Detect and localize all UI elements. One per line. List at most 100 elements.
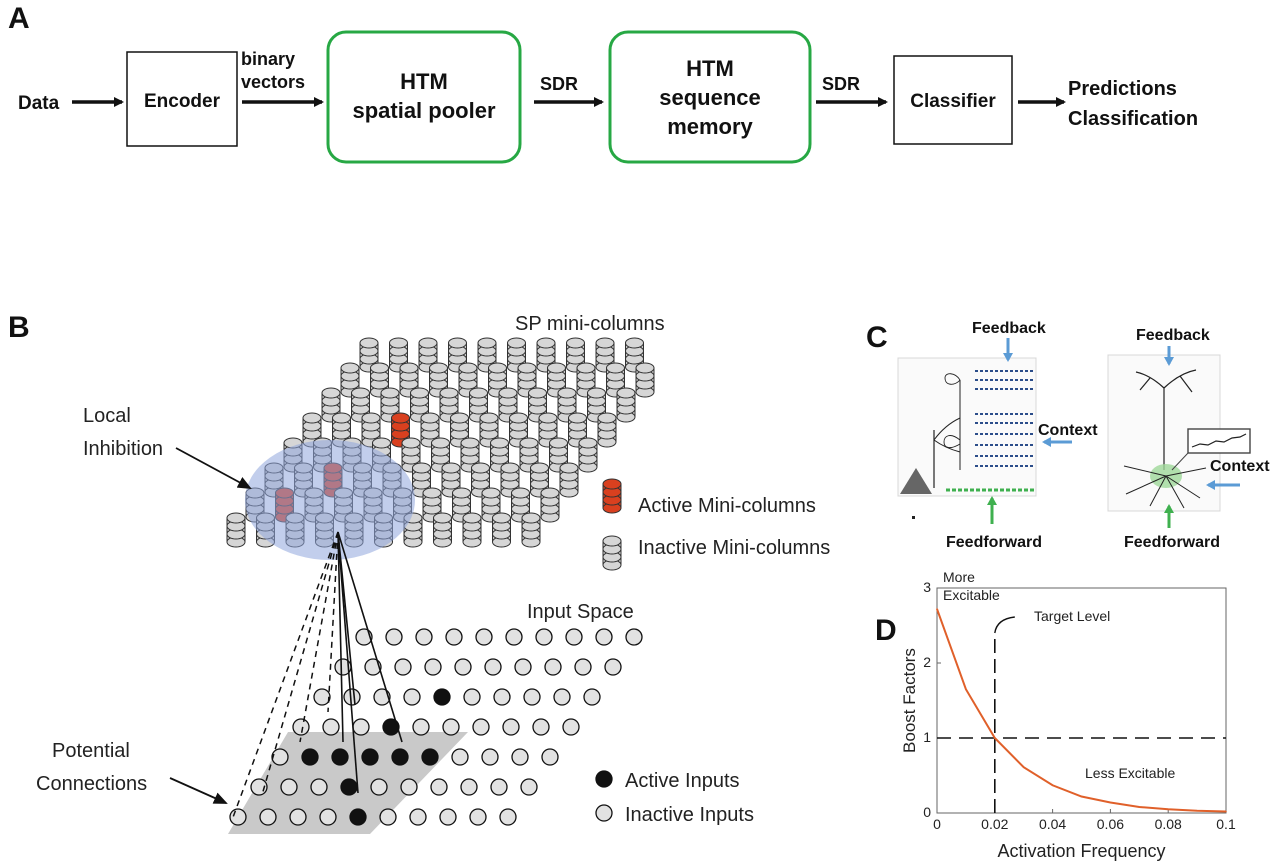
inactive-minicolumn bbox=[321, 387, 341, 423]
inactive-input bbox=[352, 718, 370, 736]
x-tick-label: 0.02 bbox=[981, 816, 1008, 832]
input-space-title: Input Space bbox=[527, 601, 634, 623]
less-excitable-label: Less Excitable bbox=[1085, 765, 1175, 781]
panel-d-label: D bbox=[875, 614, 897, 647]
more-excitable-line-2: Excitable bbox=[943, 587, 1000, 603]
x-axis-label: Activation Frequency bbox=[997, 841, 1165, 861]
potential-line-4 bbox=[327, 531, 339, 713]
target-level-label: Target Level bbox=[1034, 608, 1110, 624]
legend-inactive-columns: Inactive Mini-columns bbox=[602, 535, 830, 571]
inactive-minicolumn bbox=[519, 437, 539, 473]
potential-connections-line-2: Connections bbox=[36, 773, 147, 795]
sequence-memory-line-2: sequence bbox=[659, 85, 761, 110]
inactive-input bbox=[259, 808, 277, 826]
y-axis-label: Boost Factors bbox=[900, 648, 919, 753]
right-feedback-label: Feedback bbox=[1136, 327, 1210, 344]
inactive-minicolumn bbox=[422, 487, 442, 523]
series-point bbox=[1051, 784, 1054, 787]
inactive-input bbox=[385, 628, 403, 646]
inactive-input bbox=[403, 688, 421, 706]
inactive-input bbox=[310, 778, 328, 796]
x-tick-label: 0.04 bbox=[1039, 816, 1066, 832]
series-point bbox=[1138, 806, 1141, 808]
inactive-input bbox=[280, 778, 298, 796]
sp-minicolumns-title: SP mini-columns bbox=[515, 313, 665, 335]
inactive-minicolumn bbox=[566, 337, 585, 373]
inactive-input bbox=[412, 718, 430, 736]
inactive-input bbox=[454, 658, 472, 676]
inactive-input bbox=[520, 778, 538, 796]
connected-line-3 bbox=[337, 531, 356, 706]
inactive-minicolumn bbox=[429, 362, 448, 398]
inactive-minicolumn bbox=[635, 362, 655, 398]
active-input bbox=[433, 688, 451, 706]
soma-triangle bbox=[900, 468, 932, 494]
local-inhibition-region bbox=[245, 440, 415, 560]
spatial-pooler-box bbox=[326, 30, 522, 164]
sdr-label-2: SDR bbox=[822, 74, 860, 94]
inactive-input bbox=[292, 718, 310, 736]
inactive-minicolumn bbox=[530, 462, 549, 498]
inactive-minicolumn bbox=[471, 462, 490, 498]
local-inhibition-arrow bbox=[175, 447, 252, 489]
inactive-input bbox=[364, 658, 382, 676]
inactive-minicolumn bbox=[340, 362, 360, 398]
sequence-memory-box bbox=[608, 30, 812, 164]
inactive-input bbox=[463, 688, 481, 706]
inactive-input bbox=[505, 628, 523, 646]
left-feedforward-label: Feedforward bbox=[946, 534, 1042, 551]
inactive-input bbox=[532, 718, 550, 736]
inactive-input bbox=[430, 778, 448, 796]
inactive-input bbox=[370, 778, 388, 796]
inactive-input bbox=[379, 808, 397, 826]
connected-line-2 bbox=[337, 531, 359, 794]
inactive-input bbox=[271, 748, 289, 766]
inactive-input bbox=[502, 718, 520, 736]
inactive-minicolumn bbox=[380, 387, 400, 423]
y-tick-label: 3 bbox=[923, 579, 931, 595]
inactive-minicolumn bbox=[606, 362, 625, 398]
legend-active-columns-label: Active Mini-columns bbox=[638, 495, 816, 517]
inactive-input bbox=[415, 628, 433, 646]
connection-lines bbox=[231, 531, 403, 821]
inactive-minicolumn bbox=[616, 387, 636, 423]
legend-inactive-columns-label: Inactive Mini-columns bbox=[638, 537, 830, 559]
inactive-input-icon bbox=[595, 804, 613, 822]
inactive-minicolumn bbox=[625, 337, 644, 373]
right-context-label: Context bbox=[1210, 458, 1270, 475]
inactive-input bbox=[565, 628, 583, 646]
series-line-0 bbox=[936, 608, 1227, 813]
potential-line-3 bbox=[299, 531, 339, 743]
inactive-minicolumn bbox=[359, 337, 379, 373]
connected-line-4 bbox=[337, 531, 403, 743]
inactive-input bbox=[439, 808, 457, 826]
inactive-input bbox=[313, 688, 331, 706]
encoder-box bbox=[126, 51, 238, 147]
active-input-icon bbox=[595, 770, 613, 788]
local-inhibition-line-1: Local bbox=[83, 405, 131, 427]
inactive-minicolumn bbox=[412, 462, 431, 498]
inactive-input bbox=[544, 658, 562, 676]
active-minicolumn-icon bbox=[602, 478, 622, 514]
inactive-minicolumn bbox=[587, 387, 606, 423]
inactive-input bbox=[373, 688, 391, 706]
output-classification: Classification bbox=[1068, 108, 1198, 130]
output-predictions: Predictions bbox=[1068, 78, 1177, 100]
inactive-input bbox=[469, 808, 487, 826]
inactive-input bbox=[472, 718, 490, 736]
inactive-input bbox=[424, 658, 442, 676]
inactive-minicolumn bbox=[597, 412, 617, 448]
inactive-minicolumn bbox=[488, 362, 507, 398]
inactive-input bbox=[535, 628, 553, 646]
inactive-minicolumn bbox=[549, 437, 568, 473]
inactive-input bbox=[562, 718, 580, 736]
inactive-minicolumn bbox=[418, 337, 438, 373]
left-context-label: Context bbox=[1038, 422, 1098, 439]
y-tick-label: 0 bbox=[923, 804, 931, 820]
binary-vectors-line-1: binary bbox=[241, 49, 295, 69]
inactive-minicolumn bbox=[521, 512, 541, 548]
inactive-minicolumn bbox=[460, 437, 480, 473]
panel-b-label: B bbox=[8, 311, 30, 344]
active-minicolumn-legend bbox=[602, 478, 622, 514]
potential-connections-line-1: Potential bbox=[52, 740, 130, 762]
